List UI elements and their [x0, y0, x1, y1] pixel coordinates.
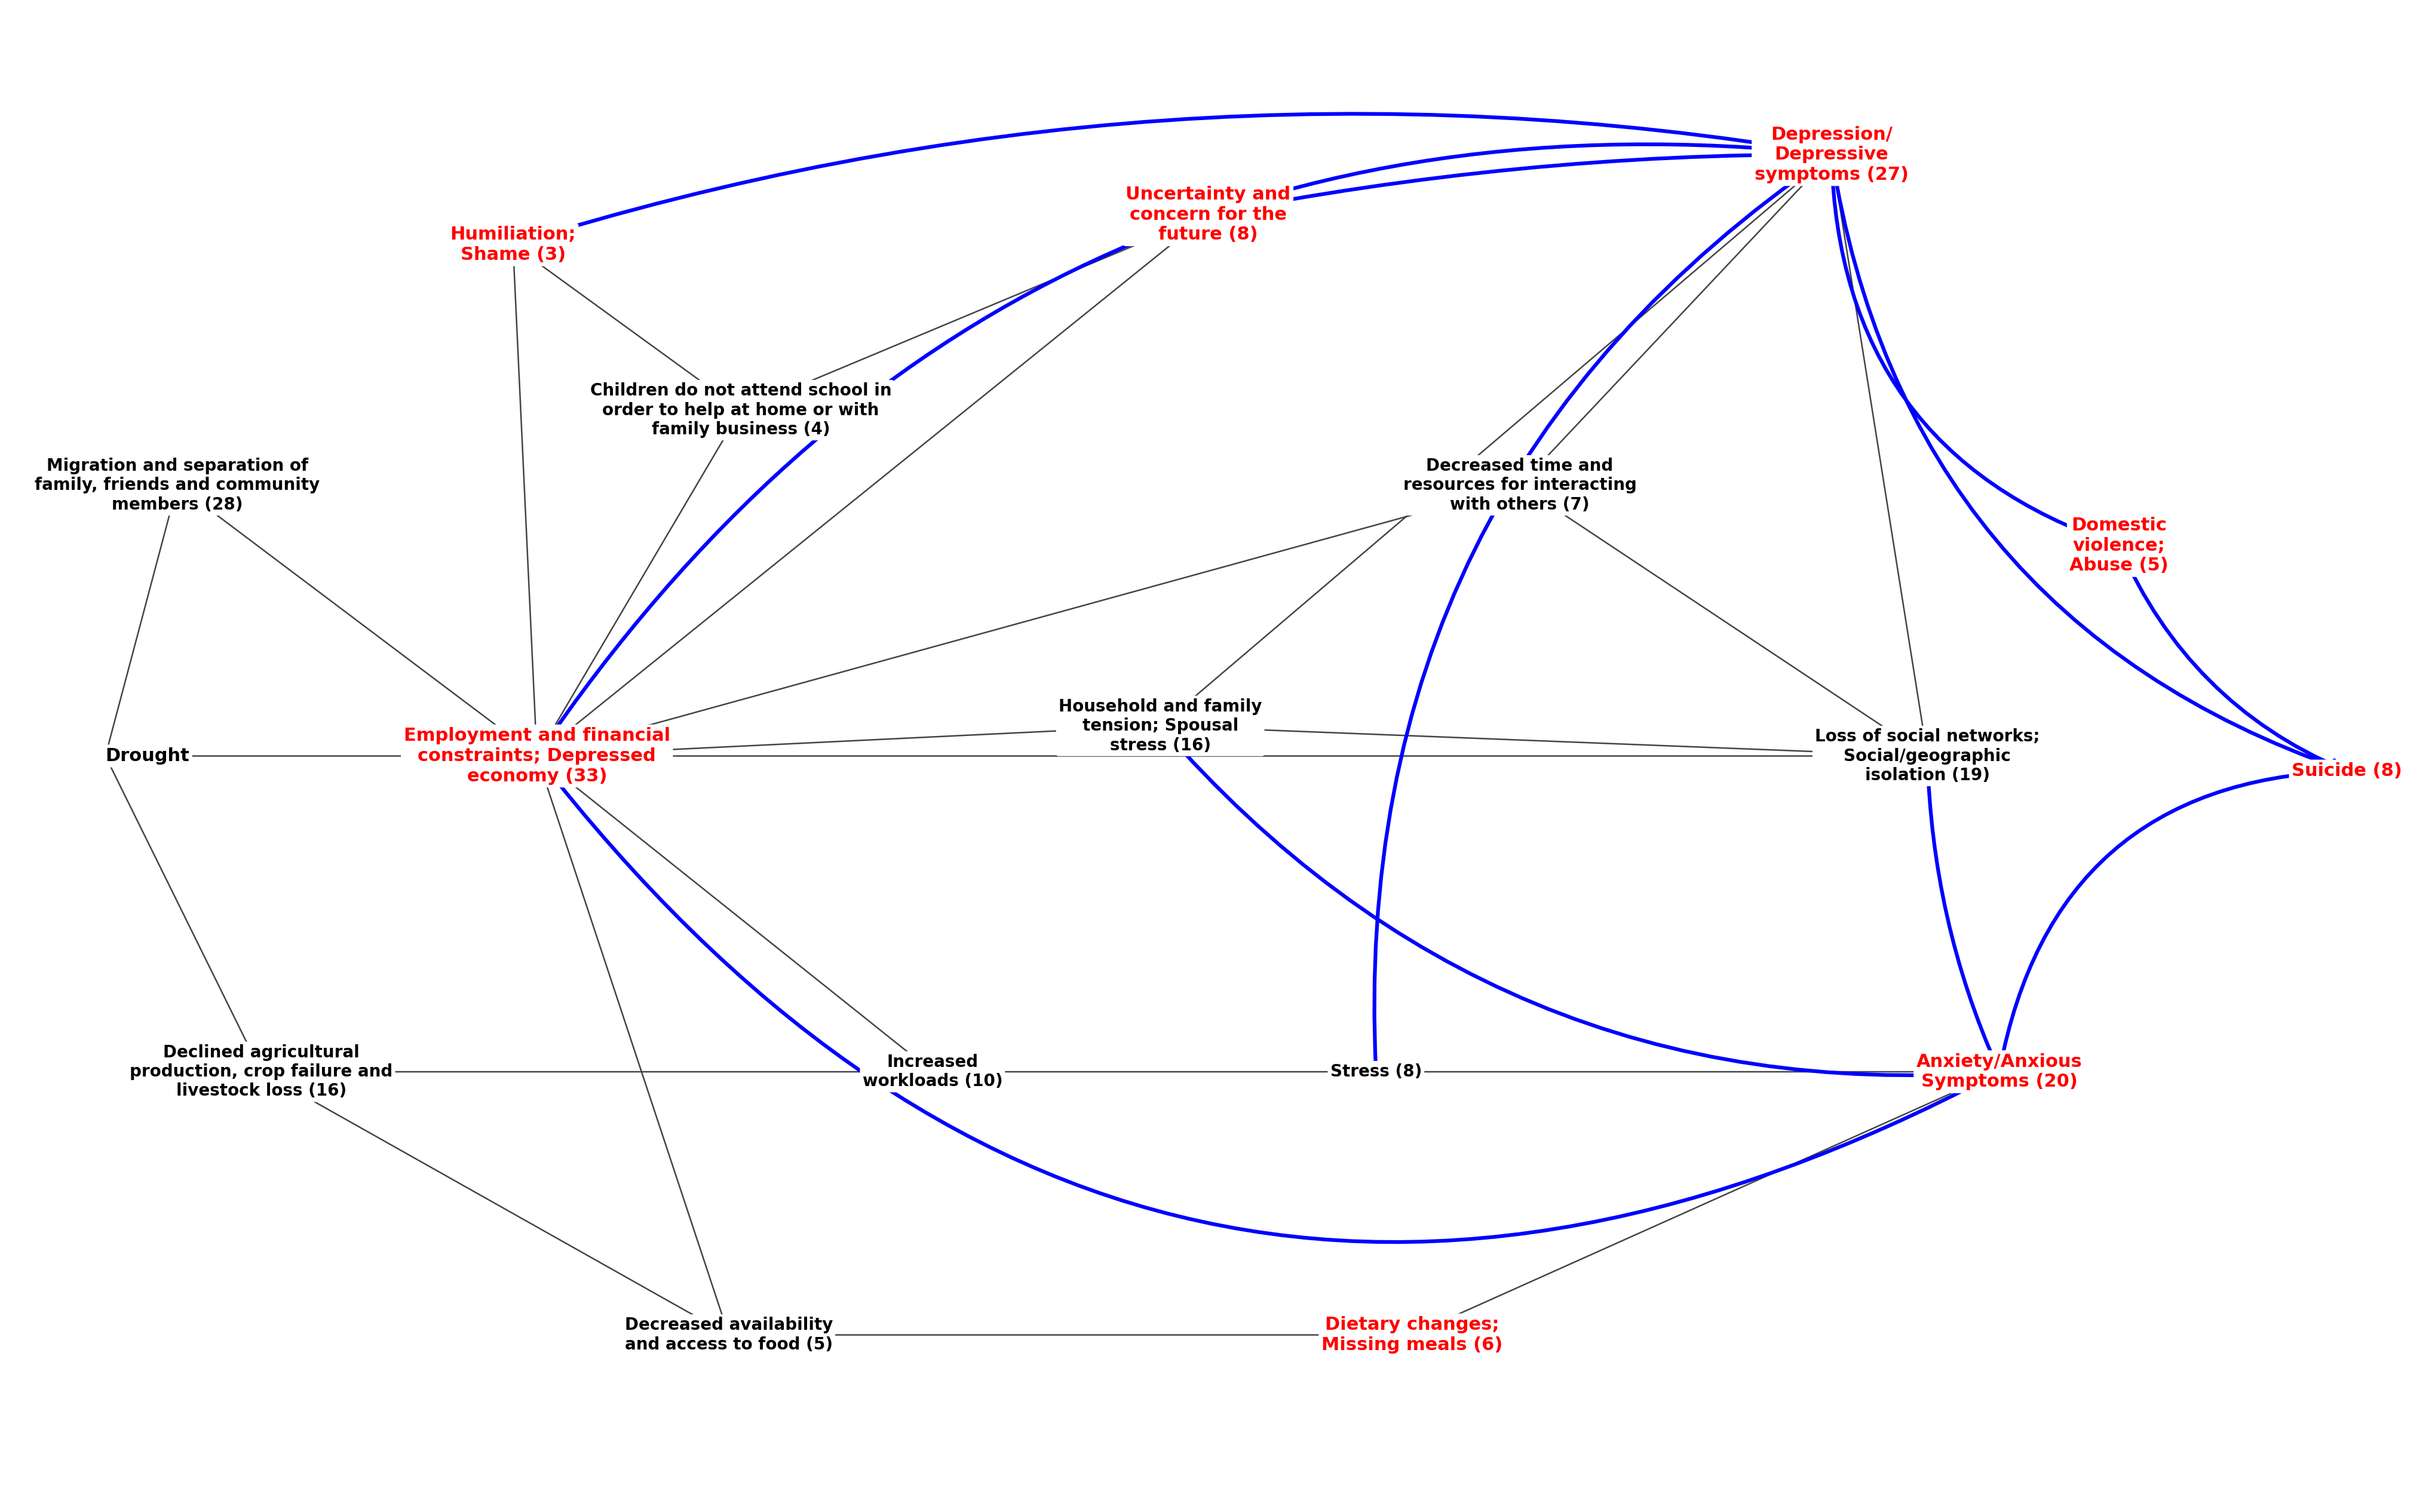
Text: Increased
workloads (10): Increased workloads (10) [862, 1054, 1003, 1090]
Text: Domestic
violence;
Abuse (5): Domestic violence; Abuse (5) [2070, 517, 2170, 575]
Text: Anxiety/Anxious
Symptoms (20): Anxiety/Anxious Symptoms (20) [1916, 1052, 2082, 1090]
Text: Decreased availability
and access to food (5): Decreased availability and access to foo… [626, 1317, 833, 1353]
Text: Depression/
Depressive
symptoms (27): Depression/ Depressive symptoms (27) [1756, 125, 1909, 183]
Text: Suicide (8): Suicide (8) [2291, 762, 2403, 780]
Text: Migration and separation of
family, friends and community
members (28): Migration and separation of family, frie… [34, 458, 319, 513]
Text: Employment and financial
constraints; Depressed
economy (33): Employment and financial constraints; De… [404, 727, 670, 785]
Text: Declined agricultural
production, crop failure and
livestock loss (16): Declined agricultural production, crop f… [129, 1045, 392, 1099]
Text: Uncertainty and
concern for the
future (8): Uncertainty and concern for the future (… [1125, 186, 1291, 243]
Text: Loss of social networks;
Social/geographic
isolation (19): Loss of social networks; Social/geograph… [1814, 729, 2041, 783]
Text: Dietary changes;
Missing meals (6): Dietary changes; Missing meals (6) [1322, 1317, 1502, 1353]
Text: Drought: Drought [105, 747, 190, 765]
Text: Household and family
tension; Spousal
stress (16): Household and family tension; Spousal st… [1059, 699, 1261, 753]
Text: Children do not attend school in
order to help at home or with
family business (: Children do not attend school in order t… [589, 383, 891, 438]
Text: Humiliation;
Shame (3): Humiliation; Shame (3) [450, 225, 575, 263]
Text: Decreased time and
resources for interacting
with others (7): Decreased time and resources for interac… [1403, 458, 1636, 513]
Text: Stress (8): Stress (8) [1330, 1063, 1422, 1080]
